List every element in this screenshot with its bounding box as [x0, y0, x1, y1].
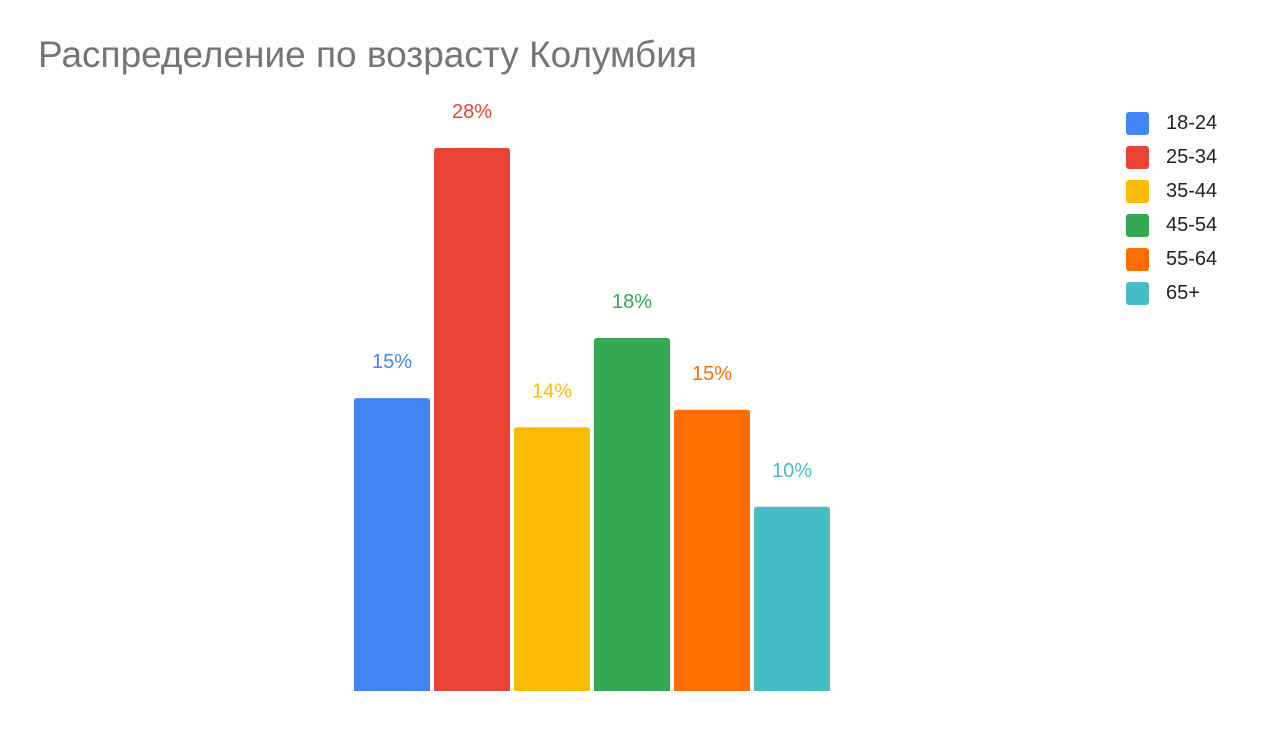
legend-label: 35-44 [1166, 179, 1218, 202]
legend-label: 45-54 [1166, 213, 1218, 236]
legend-item: 25-34 [1126, 135, 1217, 179]
legend-label: 55-64 [1166, 247, 1218, 270]
data-label: 10% [772, 460, 812, 482]
legend-item: 35-44 [1126, 169, 1217, 213]
legend-swatch [1126, 281, 1149, 305]
legend-swatch [1126, 179, 1149, 203]
legend-item: 45-54 [1126, 203, 1217, 247]
bar-65+ [754, 506, 830, 691]
legend-label: 65+ [1166, 281, 1200, 304]
data-label: 18% [612, 291, 652, 313]
legend-item: 18-24 [1126, 101, 1217, 145]
data-label: 15% [692, 363, 732, 385]
legend-swatch [1126, 145, 1149, 169]
chart-title: Распределение по возрасту Колумбия [38, 34, 697, 75]
data-label: 15% [372, 351, 412, 373]
bar-25-34 [434, 148, 510, 691]
legend-swatch [1126, 247, 1149, 271]
legend-label: 18-24 [1166, 111, 1218, 134]
legend-label: 25-34 [1166, 145, 1218, 168]
bar-55-64 [674, 409, 750, 691]
legend-item: 55-64 [1126, 237, 1217, 281]
data-label: 28% [452, 101, 492, 123]
legend-swatch [1126, 111, 1149, 135]
bar-18-24 [354, 398, 430, 691]
legend-item: 65+ [1126, 271, 1217, 315]
legend-swatch [1126, 213, 1149, 237]
bar-45-54 [594, 338, 670, 691]
data-label: 14% [532, 380, 572, 402]
legend: 18-24 25-34 35-44 45-54 55-64 65+ [1126, 101, 1217, 315]
bar-35-44 [514, 427, 590, 691]
